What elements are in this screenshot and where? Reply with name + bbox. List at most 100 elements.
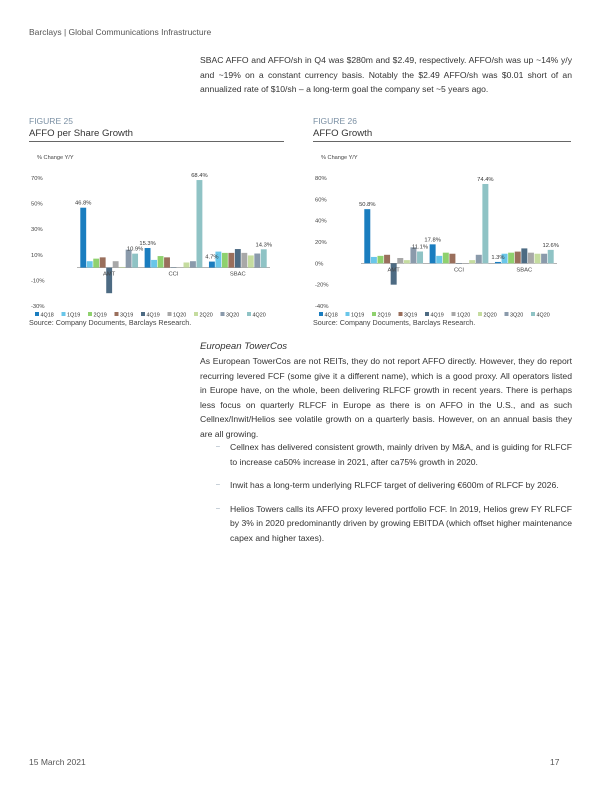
category-label: CCI	[454, 267, 464, 273]
bullet-text: Inwit has a long-term underlying RLFCF t…	[230, 480, 559, 491]
bar-amt-1q20	[397, 258, 404, 264]
category-label: CCI	[169, 272, 179, 278]
legend-label: 2Q19	[94, 313, 107, 319]
y-tick-label: 60%	[315, 197, 327, 203]
legend-swatch	[141, 312, 145, 316]
data-label: 10.9%	[127, 247, 143, 253]
bar-sbac-1q20	[241, 252, 248, 268]
bar-amt-4q19	[106, 267, 113, 294]
category-label: AMT	[103, 272, 116, 278]
figure-rule	[313, 141, 571, 142]
data-label: 15.3%	[139, 241, 155, 247]
data-label: 17.8%	[424, 237, 440, 243]
bar-sbac-4q19	[521, 248, 528, 264]
bullet-item: – Helios Towers calls its AFFO proxy lev…	[216, 502, 572, 546]
data-label: 50.8%	[359, 202, 375, 208]
bar-amt-1q19	[86, 261, 93, 268]
legend-label: 3Q20	[226, 313, 239, 319]
bar-amt-3q20	[125, 249, 132, 268]
legend-swatch	[398, 312, 403, 316]
legend-swatch	[372, 312, 376, 316]
y-tick-label: 70%	[31, 176, 43, 182]
legend-label: 4Q18	[41, 313, 54, 319]
affo-growth-chart: % Change Y/Y -40% -20% 0% 20% 40% 60% 80% AMT CCI…	[315, 155, 559, 319]
legend-label: 3Q20	[510, 313, 523, 319]
data-label: 1.3%	[491, 255, 504, 261]
legend-label: 4Q19	[147, 313, 160, 319]
bar-amt-4q19	[390, 263, 397, 285]
bar-cci-3q20	[190, 261, 196, 268]
bar-cci-4q18	[144, 248, 151, 268]
data-label: 14.3%	[256, 242, 272, 248]
page-number: 17	[550, 757, 560, 767]
bar-amt-4q18	[364, 209, 371, 264]
y-tick-label: 20%	[315, 240, 327, 246]
bar-cci-2q19	[442, 252, 449, 264]
bar-amt-2q20	[403, 260, 410, 264]
figure-25: FIGURE 25 AFFO per Share Growth % Change…	[29, 116, 284, 327]
bar-cci-4q20	[196, 180, 203, 268]
figure-number: FIGURE 26	[313, 116, 357, 126]
legend-swatch	[88, 312, 92, 316]
y-tick-label: 80%	[315, 176, 327, 182]
y-tick-label: 0%	[315, 261, 323, 267]
bullet-marker: –	[216, 481, 220, 489]
data-label: 68.4%	[191, 173, 207, 179]
bar-amt-3q19	[99, 257, 106, 268]
legend-label: 2Q20	[200, 313, 213, 319]
legend-swatch	[220, 312, 225, 316]
legend-swatch	[531, 312, 535, 316]
bar-sbac-3q19	[514, 251, 521, 264]
footer-date: 15 March 2021	[29, 757, 86, 767]
legend-label: 2Q19	[378, 313, 391, 319]
bar-cci-4q20	[482, 183, 489, 264]
legend-label: 3Q19	[404, 313, 417, 319]
legend-swatch	[478, 312, 482, 316]
legend-label: 4Q20	[537, 313, 550, 319]
legend-label: 1Q20	[457, 313, 470, 319]
bar-sbac-2q20	[534, 253, 541, 264]
legend-swatch	[319, 312, 323, 316]
section-body: As European TowerCos are not REITs, they…	[200, 356, 572, 439]
bar-cci-2q19	[157, 256, 164, 268]
bar-amt-2q19	[377, 255, 384, 264]
bullet-marker: –	[216, 443, 220, 450]
category-label: SBAC	[516, 267, 532, 273]
legend-label: 1Q19	[351, 313, 364, 319]
legend-label: 2Q20	[484, 313, 497, 319]
bullet-text: Helios Towers calls its AFFO proxy lever…	[230, 503, 572, 543]
legend-swatch	[451, 312, 456, 316]
data-label: 11.1%	[412, 244, 428, 250]
bar-amt-4q18	[80, 207, 87, 268]
legend-swatch	[247, 312, 251, 316]
bar-cci-4q18	[429, 244, 436, 264]
y-tick-label: -20%	[315, 283, 329, 289]
data-label: 12.6%	[542, 243, 558, 249]
bar-cci-3q19	[449, 253, 456, 264]
figure-number: FIGURE 25	[29, 116, 73, 126]
figure-source: Source: Company Documents, Barclays Rese…	[313, 318, 476, 327]
legend-swatch	[425, 312, 429, 316]
legend-swatch	[114, 312, 119, 316]
legend-label: 4Q19	[431, 313, 444, 319]
y-axis-label: % Change Y/Y	[321, 155, 358, 161]
y-tick-label: 50%	[31, 202, 43, 208]
bar-amt-4q20	[132, 253, 139, 268]
bar-sbac-3q20	[541, 253, 548, 264]
bullet-item: – Inwit has a long-term underlying RLFCF…	[216, 478, 572, 493]
bar-cci-1q19	[151, 259, 157, 268]
legend-swatch	[345, 312, 350, 316]
data-label: 4.7%	[205, 255, 218, 261]
bar-amt-3q19	[384, 254, 391, 264]
bar-sbac-3q19	[228, 252, 235, 268]
bar-sbac-3q20	[254, 253, 261, 268]
legend-label: 4Q18	[325, 313, 338, 319]
bar-amt-4q20	[417, 251, 424, 264]
bar-sbac-4q19	[234, 249, 241, 268]
bullet-list: – Cellnex has delivered consistent growt…	[216, 440, 572, 555]
legend-label: 3Q19	[120, 313, 133, 319]
category-label: AMT	[388, 267, 401, 273]
bar-cci-2q20	[469, 260, 476, 264]
bar-sbac-4q18	[494, 261, 501, 264]
bullet-marker: –	[216, 504, 220, 512]
